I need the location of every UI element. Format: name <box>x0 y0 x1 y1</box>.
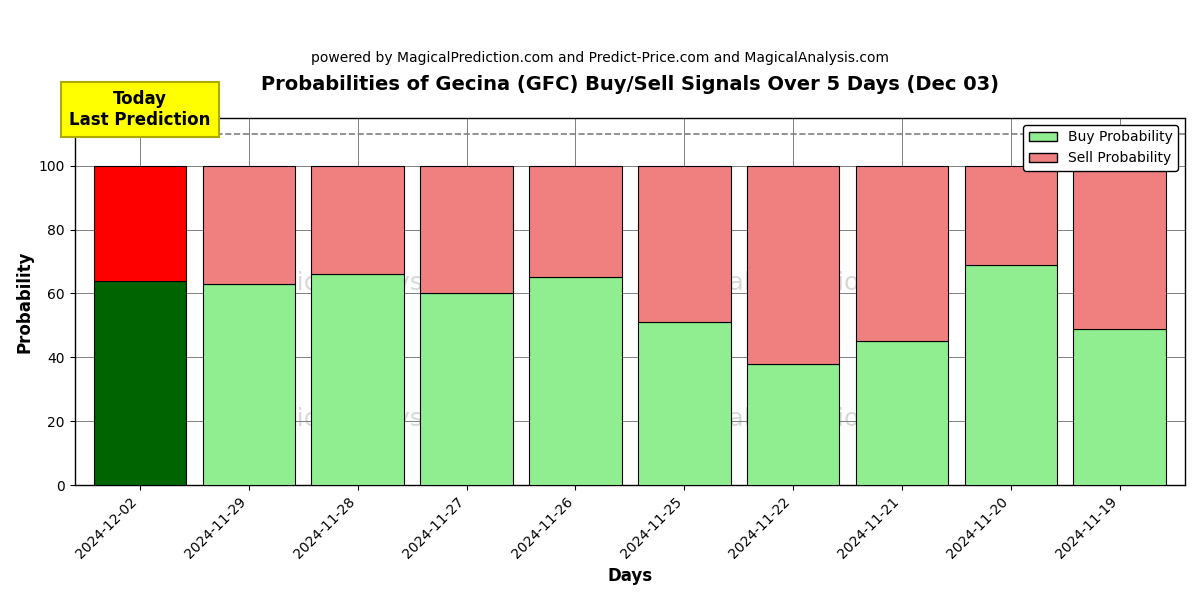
Bar <box>746 364 839 485</box>
Bar <box>312 166 404 274</box>
Bar <box>94 281 186 485</box>
Bar <box>420 166 512 293</box>
Legend: Buy Probability, Sell Probability: Buy Probability, Sell Probability <box>1024 125 1178 171</box>
Bar <box>1074 329 1166 485</box>
Bar <box>203 166 295 284</box>
Text: powered by MagicalPrediction.com and Predict-Price.com and MagicalAnalysis.com: powered by MagicalPrediction.com and Pre… <box>311 51 889 65</box>
Bar <box>529 277 622 485</box>
Bar <box>312 274 404 485</box>
Bar <box>965 265 1057 485</box>
Bar <box>965 166 1057 265</box>
Text: MagicalPrediction.com: MagicalPrediction.com <box>655 271 937 295</box>
Title: Probabilities of Gecina (GFC) Buy/Sell Signals Over 5 Days (Dec 03): Probabilities of Gecina (GFC) Buy/Sell S… <box>260 75 998 94</box>
Bar <box>529 166 622 277</box>
Bar <box>1074 166 1166 329</box>
Bar <box>856 341 948 485</box>
Bar <box>638 322 731 485</box>
Bar <box>94 166 186 281</box>
Text: MagicalAnalysis.com: MagicalAnalysis.com <box>245 271 505 295</box>
Y-axis label: Probability: Probability <box>16 250 34 353</box>
Text: MagicalAnalysis.com: MagicalAnalysis.com <box>245 407 505 431</box>
Bar <box>420 293 512 485</box>
X-axis label: Days: Days <box>607 567 653 585</box>
Text: Today
Last Prediction: Today Last Prediction <box>70 90 211 129</box>
Bar <box>638 166 731 322</box>
Text: MagicalPrediction.com: MagicalPrediction.com <box>655 407 937 431</box>
Bar <box>203 284 295 485</box>
Bar <box>746 166 839 364</box>
Bar <box>856 166 948 341</box>
